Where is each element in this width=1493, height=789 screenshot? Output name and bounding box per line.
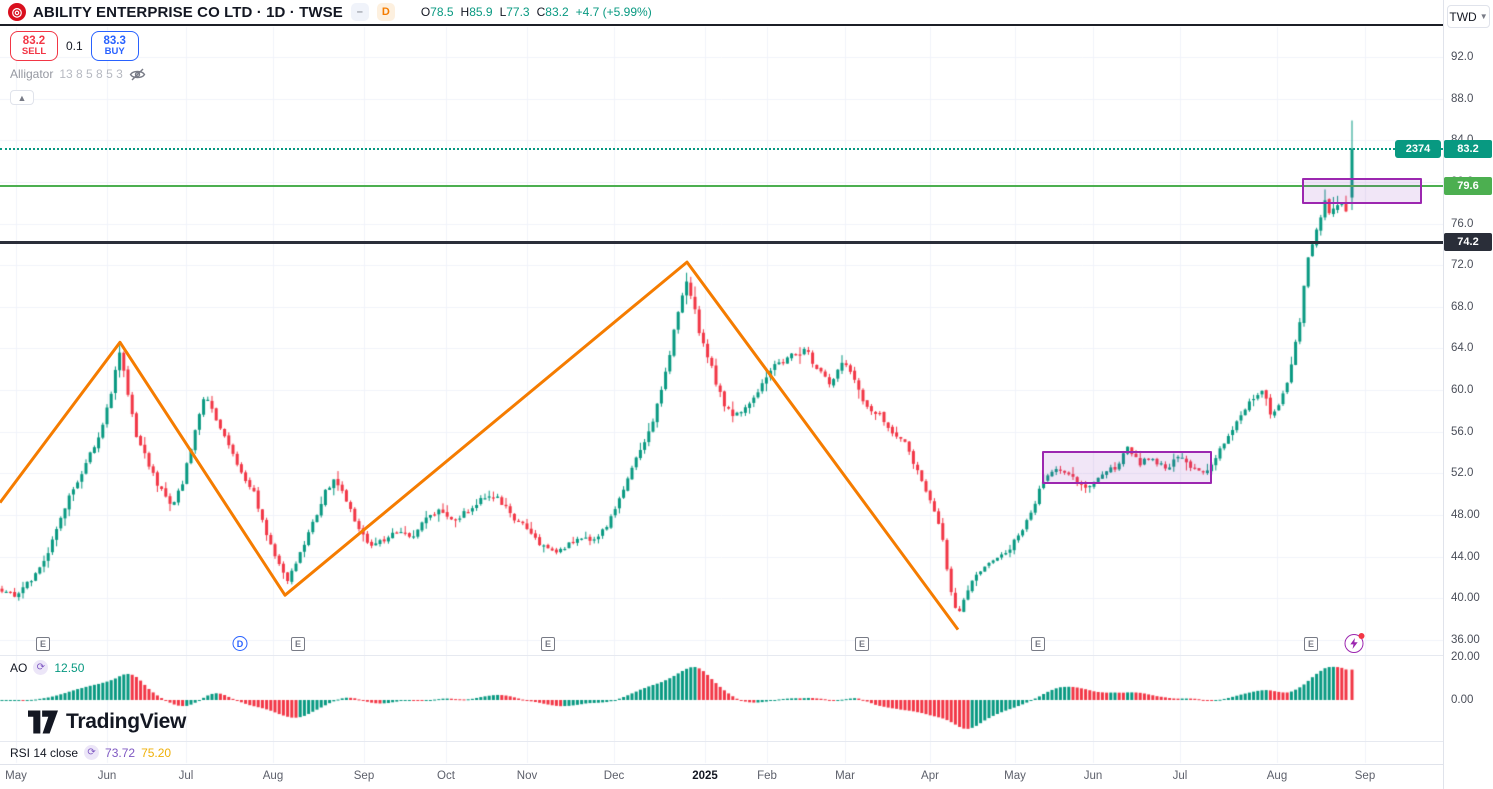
price-axis[interactable]: 92.088.084.080.076.072.068.064.060.056.0…	[1443, 0, 1493, 789]
buy-button[interactable]: 83.3 BUY	[90, 31, 139, 61]
trade-panel: 83.2 SELL 0.1 83.3 BUY	[10, 31, 139, 61]
earnings-marker[interactable]: E	[1031, 637, 1045, 651]
high-value: 85.9	[469, 5, 493, 19]
currency-dropdown[interactable]: TWD ▼	[1447, 5, 1490, 28]
flash-events-icon[interactable]	[1344, 633, 1365, 653]
hide-indicator-icon[interactable]: –	[350, 3, 369, 21]
tradingview-watermark: TradingView	[28, 710, 186, 734]
earnings-marker[interactable]: E	[541, 637, 555, 651]
price-tick-label: 72.0	[1451, 259, 1474, 272]
high-label: H	[460, 5, 470, 19]
eye-slash-icon[interactable]	[129, 68, 146, 81]
price-tick-label: 40.00	[1451, 592, 1480, 605]
price-level-line[interactable]	[0, 241, 1443, 245]
supply-demand-zone[interactable]	[1302, 177, 1422, 204]
symbol-title[interactable]: ABILITY ENTERPRISE CO LTD · 1D · TWSE	[33, 3, 343, 21]
symbol-header: ◎ ABILITY ENTERPRISE CO LTD · 1D · TWSE …	[0, 0, 1443, 26]
spread-value: 0.1	[66, 39, 83, 53]
time-axis-label: 2025	[692, 770, 718, 782]
low-label: L	[499, 5, 507, 19]
indicator-params: 13 8 5 8 5 3	[59, 67, 123, 81]
open-label: O	[420, 5, 431, 19]
earnings-marker[interactable]: E	[1304, 637, 1318, 651]
time-axis-label: Feb	[757, 770, 777, 782]
price-level-line[interactable]	[0, 185, 1443, 188]
price-tick-label: 36.00	[1451, 633, 1480, 646]
price-tick-label: 76.0	[1451, 217, 1474, 230]
price-level-badge: 79.6	[1444, 177, 1492, 196]
ao-label: AO	[10, 660, 28, 675]
refresh-icon[interactable]: ⟳	[84, 745, 100, 760]
chevron-down-icon: ▼	[1479, 12, 1488, 21]
trend-zigzag-line[interactable]	[0, 260, 960, 631]
interval-badge[interactable]: D	[376, 3, 395, 21]
price-tick-label: 64.0	[1451, 342, 1474, 355]
time-axis-label: May	[5, 770, 27, 782]
close-label: C	[536, 5, 546, 19]
collapse-legend-button[interactable]: ▲	[10, 90, 34, 105]
earnings-marker[interactable]: E	[291, 637, 305, 651]
change-value: +4.7 (+5.99%)	[575, 5, 652, 19]
earnings-marker[interactable]: E	[855, 637, 869, 651]
sell-button[interactable]: 83.2 SELL	[10, 31, 58, 61]
indicator-name: Alligator	[10, 67, 54, 81]
earnings-marker[interactable]: E	[36, 637, 50, 651]
ao-tick-label: 20.00	[1451, 651, 1480, 663]
currency-label: TWD	[1449, 9, 1477, 24]
rsi-value-2: 75.20	[141, 745, 172, 760]
rsi-value-1: 73.72	[105, 745, 136, 760]
time-axis-label: Sep	[353, 770, 375, 782]
tradingview-logo-icon	[28, 710, 58, 734]
price-tick-label: 60.0	[1451, 384, 1474, 397]
time-axis-label: Aug	[1266, 770, 1288, 782]
time-axis-label: Oct	[437, 770, 455, 782]
rsi-legend[interactable]: RSI 14 close ⟳ 73.72 75.20	[10, 745, 171, 760]
time-axis[interactable]: May Jun Jul Aug Sep Oct Nov Dec 2025 Feb Mar Apr May…	[0, 764, 1443, 789]
time-axis-label: Jul	[1172, 770, 1188, 782]
watermark-text: TradingView	[66, 710, 187, 733]
time-axis-label: Aug	[262, 770, 284, 782]
sell-label: SELL	[21, 46, 47, 58]
pane-separator-rsi[interactable]	[0, 741, 1443, 742]
ao-tick-label: 0.00	[1451, 694, 1474, 706]
price-tick-label: 88.0	[1451, 92, 1474, 105]
time-axis-label: Sep	[1354, 770, 1376, 782]
supply-demand-zone[interactable]	[1042, 450, 1212, 484]
ohlc-readout: O78.5 H85.9 L77.3 C83.2 +4.7 (+5.99%)	[421, 5, 652, 19]
time-axis-label: Mar	[835, 770, 855, 782]
symbol-logo[interactable]: ◎	[8, 3, 26, 21]
time-axis-label: Apr	[921, 770, 939, 782]
time-axis-label: Nov	[516, 770, 538, 782]
price-level-badge: 83.2	[1444, 139, 1492, 158]
trend-line-layer	[0, 260, 960, 631]
price-level-badge: 74.2	[1444, 233, 1492, 252]
time-axis-label: Jul	[178, 770, 194, 782]
time-axis-label: May	[1004, 770, 1026, 782]
close-value: 83.2	[545, 5, 569, 19]
buy-label: BUY	[104, 46, 125, 58]
ao-value: 12.50	[54, 660, 85, 675]
price-tick-label: 48.00	[1451, 509, 1480, 522]
price-level-line[interactable]	[0, 147, 1443, 150]
time-axis-label: Dec	[603, 770, 625, 782]
buy-price: 83.3	[103, 34, 126, 47]
open-value: 78.5	[430, 5, 454, 19]
rsi-label: RSI 14 close	[10, 745, 79, 760]
pane-separator-ao[interactable]	[0, 655, 1443, 656]
dividend-marker[interactable]: D	[232, 636, 248, 651]
indicator-legend-alligator[interactable]: Alligator 13 8 5 8 5 3	[10, 67, 146, 81]
sell-price: 83.2	[22, 34, 46, 47]
price-tick-label: 44.00	[1451, 550, 1480, 563]
low-value: 77.3	[506, 5, 530, 19]
refresh-icon[interactable]: ⟳	[33, 660, 49, 675]
price-tick-label: 56.0	[1451, 425, 1474, 438]
ao-legend[interactable]: AO ⟳ 12.50	[10, 660, 84, 675]
price-tick-label: 52.0	[1451, 467, 1474, 480]
price-tick-label: 68.0	[1451, 300, 1474, 313]
price-tick-label: 92.0	[1451, 51, 1474, 63]
time-axis-label: Jun	[97, 770, 117, 782]
time-axis-label: Jun	[1083, 770, 1103, 782]
countdown-badge: 2374	[1395, 139, 1441, 158]
